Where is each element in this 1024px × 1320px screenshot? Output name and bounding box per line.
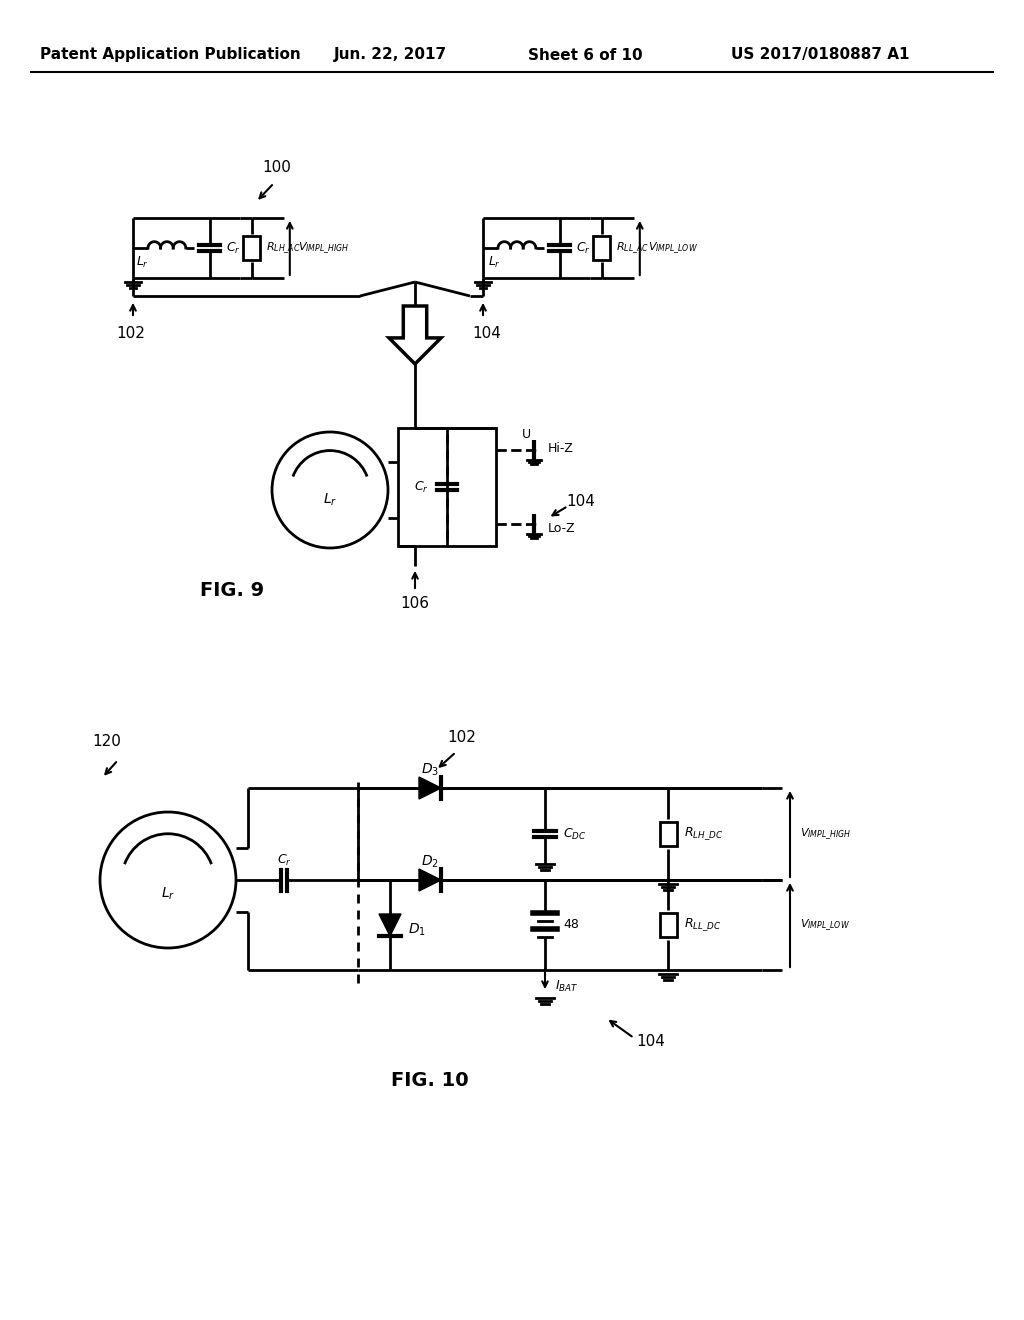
Polygon shape	[379, 913, 401, 936]
Text: $R_{LL\_DC}$: $R_{LL\_DC}$	[684, 916, 722, 933]
Text: U: U	[521, 428, 530, 441]
Bar	[659, 913, 677, 937]
Text: 104: 104	[636, 1035, 665, 1049]
Text: $D_1$: $D_1$	[408, 921, 426, 939]
Text: $C_{DC}$: $C_{DC}$	[563, 826, 587, 842]
Text: $V_{IMPL\_HIGH}$: $V_{IMPL\_HIGH}$	[298, 240, 349, 256]
Text: $L_r$: $L_r$	[488, 255, 502, 269]
Text: $C_r$: $C_r$	[276, 853, 292, 867]
Text: $I_{BAT}$: $I_{BAT}$	[555, 978, 579, 994]
Text: 104: 104	[472, 326, 502, 342]
Text: Hi-Z: Hi-Z	[548, 441, 573, 454]
Text: 104: 104	[566, 495, 595, 510]
Text: Sheet 6 of 10: Sheet 6 of 10	[527, 48, 642, 62]
Text: FIG. 10: FIG. 10	[391, 1071, 469, 1089]
Text: Jun. 22, 2017: Jun. 22, 2017	[334, 48, 446, 62]
Text: $R_{LH\_DC}$: $R_{LH\_DC}$	[684, 825, 723, 842]
Text: $D_3$: $D_3$	[421, 762, 439, 779]
Text: US 2017/0180887 A1: US 2017/0180887 A1	[731, 48, 909, 62]
Text: $C_r$: $C_r$	[575, 240, 591, 256]
Text: $R_{LL\_AC}$: $R_{LL\_AC}$	[615, 240, 649, 256]
Text: 102: 102	[117, 326, 145, 342]
Text: FIG. 9: FIG. 9	[200, 581, 264, 599]
Text: $L_r$: $L_r$	[136, 255, 150, 269]
Polygon shape	[389, 306, 441, 364]
Text: $L_r$: $L_r$	[161, 886, 175, 902]
Text: 102: 102	[447, 730, 476, 746]
Text: Lo-Z: Lo-Z	[548, 521, 575, 535]
Text: Patent Application Publication: Patent Application Publication	[40, 48, 300, 62]
Polygon shape	[419, 777, 441, 799]
Bar	[659, 822, 677, 846]
Text: $V_{IMPL\_LOW}$: $V_{IMPL\_LOW}$	[800, 917, 850, 933]
Text: 106: 106	[400, 597, 429, 611]
Polygon shape	[419, 869, 441, 891]
Text: $D_2$: $D_2$	[421, 854, 439, 870]
Text: 100: 100	[262, 161, 291, 176]
Text: 120: 120	[92, 734, 121, 750]
Bar	[593, 236, 610, 260]
Bar	[244, 236, 260, 260]
Text: $C_r$: $C_r$	[226, 240, 241, 256]
Text: $V_{IMPL\_LOW}$: $V_{IMPL\_LOW}$	[648, 240, 697, 256]
Text: $C_r$: $C_r$	[415, 479, 429, 495]
Text: $V_{IMPL\_HIGH}$: $V_{IMPL\_HIGH}$	[800, 826, 851, 842]
Text: $L_r$: $L_r$	[323, 492, 337, 508]
Bar	[398, 428, 496, 546]
Text: 48: 48	[563, 919, 579, 932]
Text: $R_{LH\_AC}$: $R_{LH\_AC}$	[266, 240, 300, 256]
